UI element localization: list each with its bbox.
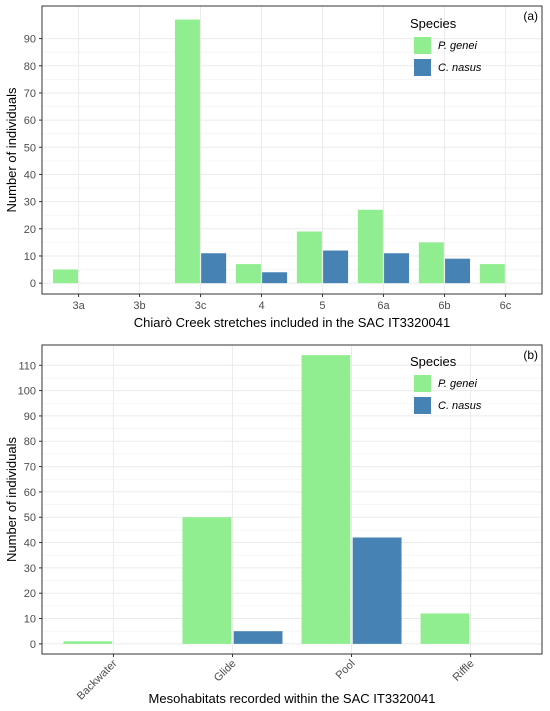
bar-c-nasus-pool	[352, 537, 402, 644]
panel-border	[41, 344, 543, 655]
y-tick-label: 60	[24, 115, 36, 127]
y-tick-label: 60	[24, 487, 36, 499]
y-tick-label: 70	[24, 462, 36, 474]
y-tick-label: 40	[24, 538, 36, 550]
bar-p-genei-6a	[357, 209, 383, 284]
y-tick-label: 30	[24, 197, 36, 209]
legend-swatch-c-nasus	[414, 59, 431, 76]
x-tick-label: Pool	[334, 658, 358, 682]
bar-p-genei-riffle	[420, 613, 470, 644]
bar-p-genei-pool	[301, 355, 351, 644]
x-axis-title: Chiarò Creek stretches included in the S…	[134, 315, 451, 330]
x-tick-label: 5	[319, 300, 325, 312]
plot-area	[42, 6, 542, 294]
x-tick-label: Riffle	[451, 658, 477, 684]
bar-c-nasus-glide	[233, 631, 283, 644]
y-tick-label: 20	[24, 588, 36, 600]
y-axis-title: Number of individuals	[4, 87, 19, 213]
y-tick-label: 50	[24, 512, 36, 524]
y-tick-label: 110	[18, 360, 36, 372]
bar-p-genei-3a	[52, 269, 78, 284]
x-tick-label: Glide	[212, 658, 239, 685]
y-tick-label: 90	[24, 34, 36, 46]
y-tick-label: 10	[24, 251, 36, 263]
legend-title: Species	[410, 16, 457, 31]
legend: Species P. genei C. nasus	[410, 354, 482, 414]
x-tick-label: 6b	[438, 300, 450, 312]
bar-c-nasus-3c	[201, 253, 227, 284]
y-tick-label: 70	[24, 88, 36, 100]
legend-swatch-p-genei	[414, 375, 431, 392]
x-tick-label: 3b	[133, 300, 145, 312]
bar-p-genei-glide	[182, 517, 232, 644]
x-tick-label: 3a	[72, 300, 85, 312]
bars	[63, 355, 470, 644]
y-axis-title: Number of individuals	[4, 437, 19, 563]
y-tick-label: 30	[24, 563, 36, 575]
y-tick-label: 20	[24, 224, 36, 236]
panel-label: (b)	[523, 348, 538, 362]
bar-p-genei-4	[235, 264, 261, 284]
legend: Species P. genei C. nasus	[410, 16, 482, 76]
x-tick-label: 4	[258, 300, 264, 312]
x-tick-label: 6c	[500, 300, 512, 312]
bar-p-genei-6b	[418, 242, 444, 284]
panel-label: (a)	[523, 9, 538, 23]
y-tick-label: 0	[30, 639, 36, 651]
y-tick-label: 100	[18, 386, 36, 398]
y-tick-label: 50	[24, 142, 36, 154]
grid	[42, 345, 542, 654]
y-tick-label: 90	[24, 411, 36, 423]
legend-label-c-nasus: C. nasus	[438, 400, 482, 412]
bar-p-genei-6c	[479, 264, 505, 284]
panel-border	[41, 5, 543, 295]
grid	[42, 6, 542, 294]
x-tick-label: Backwater	[75, 657, 120, 702]
bar-p-genei-backwater	[63, 641, 113, 644]
legend-label-c-nasus: C. nasus	[438, 62, 482, 74]
x-axis-title: Mesohabitats recorded within the SAC IT3…	[149, 691, 436, 706]
bar-c-nasus-6b	[445, 258, 471, 284]
chart-panel-b: 0 10 20 30 40 50 60 70 80 90 100 110 Backwater Glide P…	[4, 344, 543, 706]
y-tick-label: 40	[24, 169, 36, 181]
chart-panel-a: 0 10 20 30 40 50 60 70 80 90 3a 3b 3c 4 5 6a 6b 6c Chiarò …	[4, 5, 543, 330]
bars	[52, 19, 505, 284]
y-tick-label: 80	[24, 61, 36, 73]
legend-title: Species	[410, 354, 457, 369]
bar-c-nasus-5	[323, 250, 349, 284]
legend-swatch-c-nasus	[414, 397, 431, 414]
x-tick-label: 3c	[195, 300, 207, 312]
legend-label-p-genei: P. genei	[438, 378, 478, 390]
plot-area	[42, 345, 542, 654]
bar-p-genei-5	[296, 231, 322, 284]
bar-c-nasus-6a	[384, 253, 410, 284]
y-tick-label: 80	[24, 436, 36, 448]
y-tick-label: 10	[24, 614, 36, 626]
x-tick-label: 6a	[377, 300, 390, 312]
legend-swatch-p-genei	[414, 37, 431, 54]
bar-p-genei-3c	[174, 19, 200, 284]
bar-c-nasus-4	[262, 272, 288, 284]
y-tick-label: 0	[30, 278, 36, 290]
legend-label-p-genei: P. genei	[438, 40, 478, 52]
